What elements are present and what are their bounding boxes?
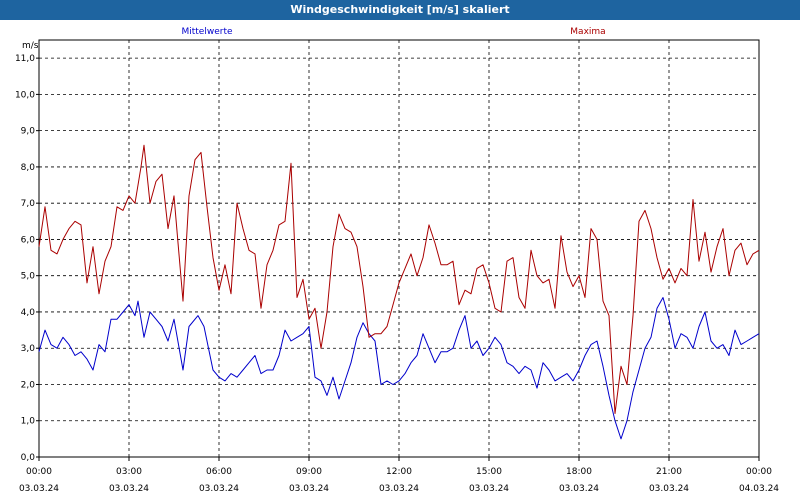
y-tick-label: 6,0 — [21, 235, 36, 245]
x-tick-time: 09:00 — [296, 467, 322, 477]
x-axis-ticks: 00:00 03.03.24 03:00 03.03.24 06:00 03.03.24 0… — [19, 457, 779, 494]
y-tick-label: 1,0 — [21, 417, 36, 427]
series-lines — [38, 144, 760, 440]
y-tick-label: 4,0 — [21, 308, 36, 318]
x-tick-time: 21:00 — [656, 467, 682, 477]
x-tick-time: 06:00 — [206, 467, 232, 477]
x-tick-date: 03.03.24 — [289, 484, 329, 494]
x-tick-date: 03.03.24 — [469, 484, 509, 494]
y-tick-label: 11,0 — [15, 54, 35, 64]
x-tick-date: 03.03.24 — [19, 484, 59, 494]
y-axis-unit: m/s — [22, 41, 39, 51]
y-tick-label: 2,0 — [21, 380, 36, 390]
x-tick-date: 03.03.24 — [199, 484, 239, 494]
y-tick-label: 3,0 — [21, 344, 36, 354]
x-tick-time: 00:00 — [26, 467, 52, 477]
x-tick-date: 03.03.24 — [559, 484, 599, 494]
y-tick-label: 0,0 — [21, 453, 36, 463]
y-tick-label: 5,0 — [21, 272, 36, 282]
x-tick-time: 15:00 — [476, 467, 502, 477]
x-tick-date: 03.03.24 — [109, 484, 149, 494]
x-tick-time: 18:00 — [566, 467, 592, 477]
y-axis-ticks: 0,0 1,0 2,0 3,0 4,0 5,0 6,0 7,0 8,0 9,0 10,0 11,0 — [15, 54, 39, 463]
window-title: Windgeschwindigkeit [m/s] skaliert — [0, 0, 800, 20]
y-tick-label: 8,0 — [21, 163, 36, 173]
series-line-mittelwerte — [38, 297, 760, 440]
wind-speed-chart: 0,0 1,0 2,0 3,0 4,0 5,0 6,0 7,0 8,0 9,0 10,0 11,0 0… — [15, 27, 779, 494]
grid — [39, 40, 759, 457]
legend-mittelwerte: Mittelwerte — [181, 27, 232, 37]
x-tick-date: 04.03.24 — [739, 484, 779, 494]
x-tick-date: 03.03.24 — [649, 484, 689, 494]
legend-maxima: Maxima — [570, 27, 605, 37]
x-tick-time: 12:00 — [386, 467, 412, 477]
plot-area — [38, 39, 760, 458]
x-tick-time: 03:00 — [116, 467, 142, 477]
x-tick-date: 03.03.24 — [379, 484, 419, 494]
y-tick-label: 9,0 — [21, 127, 36, 137]
series-line-maxima — [38, 144, 760, 414]
y-tick-label: 7,0 — [21, 199, 36, 209]
y-tick-label: 10,0 — [15, 90, 35, 100]
x-tick-time: 00:00 — [746, 467, 772, 477]
